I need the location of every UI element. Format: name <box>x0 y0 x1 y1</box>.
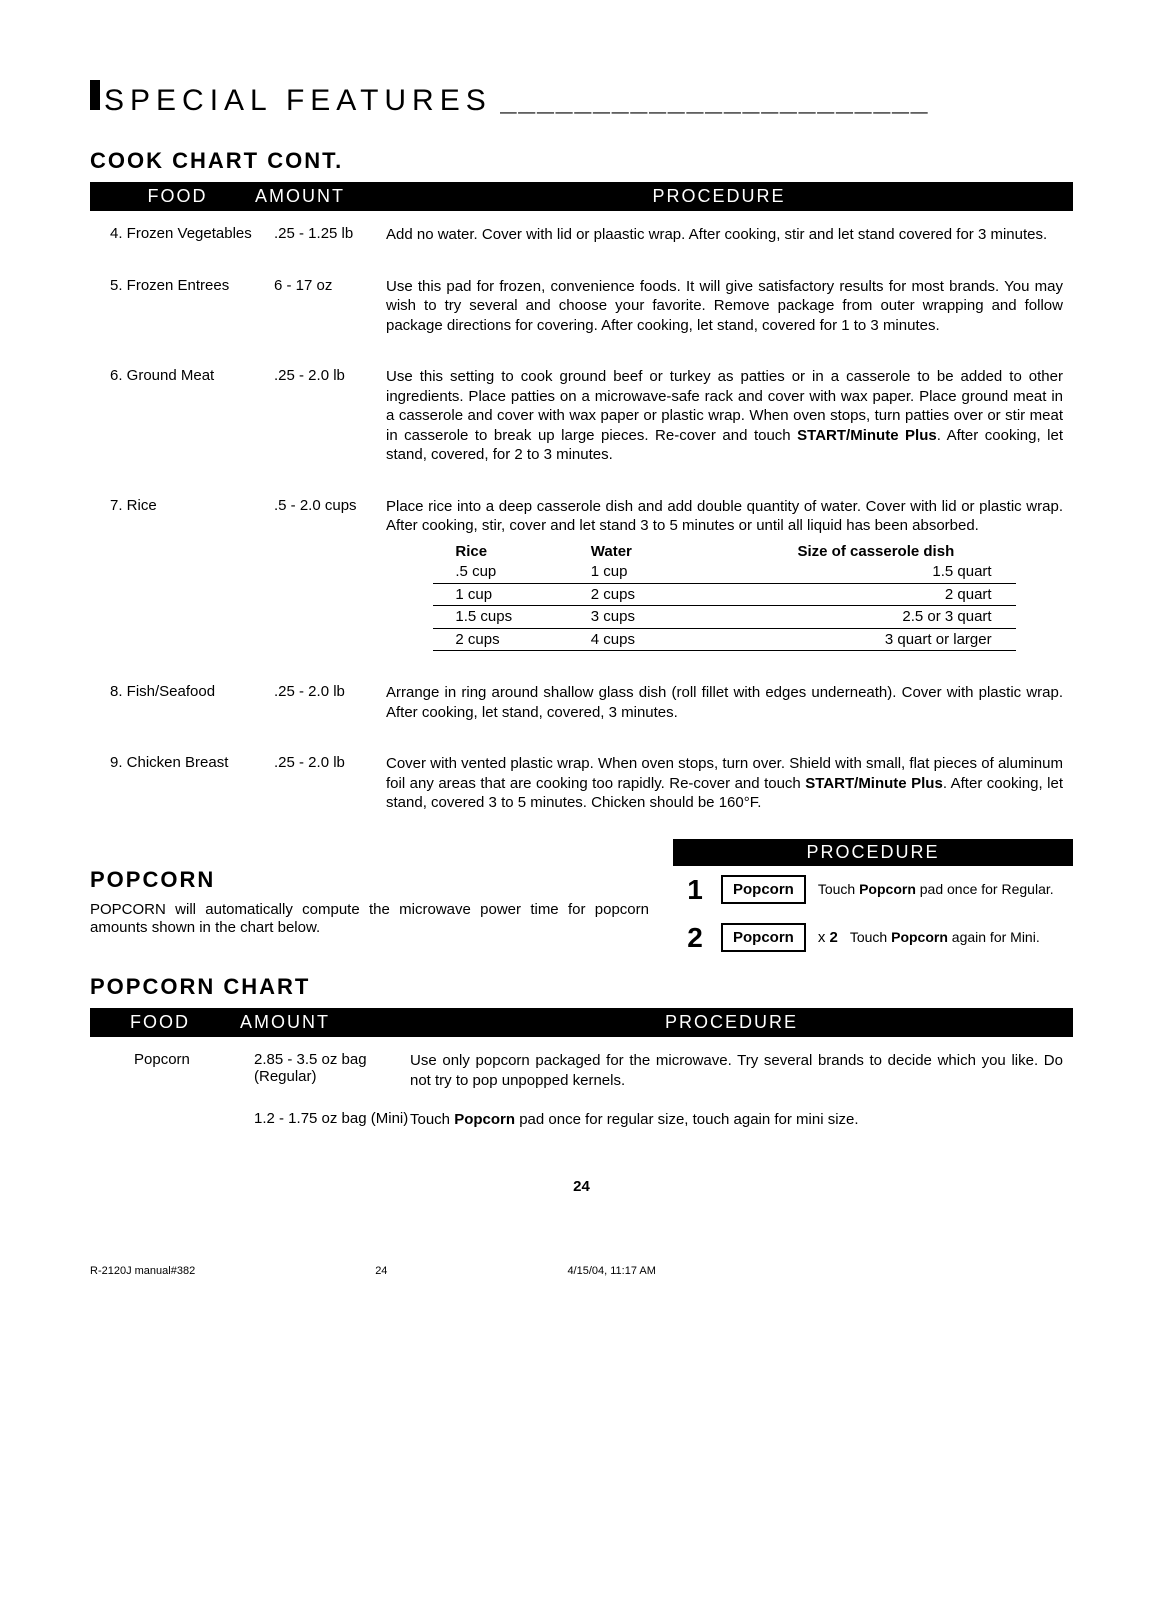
cell-procedure: Place rice into a deep casserole dish an… <box>386 497 1063 652</box>
cell-amount: .25 - 2.0 lb <box>274 683 386 722</box>
popcorn-chart-heading: POPCORN CHART <box>90 974 649 1000</box>
cell-amount: 1.2 - 1.75 oz bag (Mini) <box>254 1110 410 1130</box>
popcorn-heading: POPCORN <box>90 867 649 893</box>
cell-amount: 6 - 17 oz <box>274 277 386 336</box>
step-number: 2 <box>681 922 709 954</box>
cook-chart-body: 4. Frozen Vegetables.25 - 1.25 lbAdd no … <box>90 211 1073 831</box>
popcorn-procedure-steps: 1 Popcorn Touch Popcorn pad once for Regul… <box>673 866 1073 962</box>
cook-chart-cont-heading: COOK CHART CONT. <box>90 148 1073 174</box>
footer-file: R-2120J manual#382 <box>90 1265 195 1277</box>
cell-amount: .25 - 2.0 lb <box>274 367 386 465</box>
table-row: 5. Frozen Entrees6 - 17 ozUse this pad f… <box>90 263 1073 354</box>
cell-food: 6. Ground Meat <box>110 367 274 465</box>
table-row: 4. Frozen Vegetables.25 - 1.25 lbAdd no … <box>90 211 1073 263</box>
popcorn-chart-body: Popcorn2.85 - 3.5 oz bag (Regular)Use on… <box>90 1037 1073 1136</box>
rice-row: 2 cups4 cups3 quart or larger <box>433 629 1015 652</box>
cell-procedure: Use this setting to cook ground beef or … <box>386 367 1063 465</box>
cell-amount: .25 - 2.0 lb <box>274 754 386 813</box>
rice-cell: .5 cup <box>433 562 584 582</box>
rice-cell: 1 cup <box>585 562 736 582</box>
cell-food: 4. Frozen Vegetables <box>110 225 274 245</box>
rice-cell: 2.5 or 3 quart <box>736 607 1015 627</box>
cell-food: 5. Frozen Entrees <box>110 277 274 336</box>
rice-table: RiceWaterSize of casserole dish.5 cup1 c… <box>433 542 1015 652</box>
page-number: 24 <box>90 1178 1073 1195</box>
cell-food: Popcorn <box>134 1051 254 1090</box>
popcorn-button[interactable]: Popcorn <box>721 923 806 952</box>
step-text: Touch Popcorn pad once for Regular. <box>818 881 1065 898</box>
cook-chart-header: FOOD AMOUNT PROCEDURE <box>90 182 1073 211</box>
rice-hdr-rice: Rice <box>433 542 584 562</box>
cell-amount: 2.85 - 3.5 oz bag (Regular) <box>254 1051 410 1090</box>
popcorn-procedure-panel: PROCEDURE 1 Popcorn Touch Popcorn pad once… <box>673 839 1073 1009</box>
cell-procedure: Use this pad for frozen, convenience foo… <box>386 277 1063 336</box>
rice-row: 1 cup2 cups2 quart <box>433 584 1015 607</box>
step-multiplier: x 2 <box>818 929 838 946</box>
table-row: Popcorn2.85 - 3.5 oz bag (Regular)Use on… <box>90 1037 1073 1096</box>
header-amount: AMOUNT <box>255 186 375 207</box>
rice-cell: 2 cups <box>433 630 584 650</box>
cell-amount: .25 - 1.25 lb <box>274 225 386 245</box>
rice-cell: 1.5 quart <box>736 562 1015 582</box>
table-row: 8. Fish/Seafood.25 - 2.0 lbArrange in ri… <box>90 669 1073 740</box>
step-text: Touch Popcorn again for Mini. <box>850 929 1065 946</box>
popcorn-section: POPCORN POPCORN will automatically compu… <box>90 839 1073 1009</box>
cell-food: 8. Fish/Seafood <box>110 683 274 722</box>
rice-row: .5 cup1 cup1.5 quart <box>433 561 1015 584</box>
rice-cell: 2 quart <box>736 585 1015 605</box>
section-title-row: SPECIAL FEATURES _______________________ <box>90 80 1073 118</box>
popcorn-button[interactable]: Popcorn <box>721 875 806 904</box>
table-row: 9. Chicken Breast.25 - 2.0 lbCover with … <box>90 740 1073 831</box>
cell-procedure: Cover with vented plastic wrap. When ove… <box>386 754 1063 813</box>
rice-row: 1.5 cups3 cups2.5 or 3 quart <box>433 606 1015 629</box>
rice-hdr-water: Water <box>585 542 736 562</box>
header-food: FOOD <box>100 186 255 207</box>
rice-cell: 3 quart or larger <box>736 630 1015 650</box>
rice-cell: 4 cups <box>585 630 736 650</box>
cell-procedure: Arrange in ring around shallow glass dis… <box>386 683 1063 722</box>
table-row: 1.2 - 1.75 oz bag (Mini)Touch Popcorn pa… <box>90 1096 1073 1136</box>
cell-food: 9. Chicken Breast <box>110 754 274 813</box>
table-row: 7. Rice.5 - 2.0 cupsPlace rice into a de… <box>90 483 1073 670</box>
procedure-step: 2 Popcorn x 2 Touch Popcorn again for Mini. <box>673 914 1073 962</box>
section-title-dashes: _______________________ <box>500 84 1073 118</box>
pc-header-food: FOOD <box>100 1012 240 1033</box>
cell-food: 7. Rice <box>110 497 274 652</box>
rice-cell: 1.5 cups <box>433 607 584 627</box>
cell-procedure: Touch Popcorn pad once for regular size,… <box>410 1110 1063 1130</box>
popcorn-left-col: POPCORN POPCORN will automatically compu… <box>90 839 649 1009</box>
table-row: 6. Ground Meat.25 - 2.0 lbUse this setti… <box>90 353 1073 483</box>
cell-amount: .5 - 2.0 cups <box>274 497 386 652</box>
procedure-step: 1 Popcorn Touch Popcorn pad once for Regul… <box>673 866 1073 914</box>
pc-header-amount: AMOUNT <box>240 1012 400 1033</box>
rice-cell: 1 cup <box>433 585 584 605</box>
section-title: SPECIAL FEATURES <box>104 84 500 118</box>
step-number: 1 <box>681 874 709 906</box>
header-procedure: PROCEDURE <box>375 186 1063 207</box>
section-title-bar <box>90 80 100 110</box>
pc-header-procedure: PROCEDURE <box>400 1012 1063 1033</box>
cell-procedure: Add no water. Cover with lid or plaastic… <box>386 225 1063 245</box>
cell-procedure: Use only popcorn packaged for the microw… <box>410 1051 1063 1090</box>
rice-hdr-size: Size of casserole dish <box>736 542 1015 562</box>
print-footer: R-2120J manual#382 24 4/15/04, 11:17 AM <box>90 1265 1073 1277</box>
rice-cell: 3 cups <box>585 607 736 627</box>
rice-cell: 2 cups <box>585 585 736 605</box>
footer-page: 24 <box>375 1265 387 1277</box>
popcorn-procedure-header: PROCEDURE <box>673 839 1073 866</box>
footer-timestamp: 4/15/04, 11:17 AM <box>567 1265 655 1277</box>
popcorn-chart-header: FOOD AMOUNT PROCEDURE <box>90 1008 1073 1037</box>
popcorn-description: POPCORN will automatically compute the m… <box>90 901 649 939</box>
cell-food <box>134 1110 254 1130</box>
